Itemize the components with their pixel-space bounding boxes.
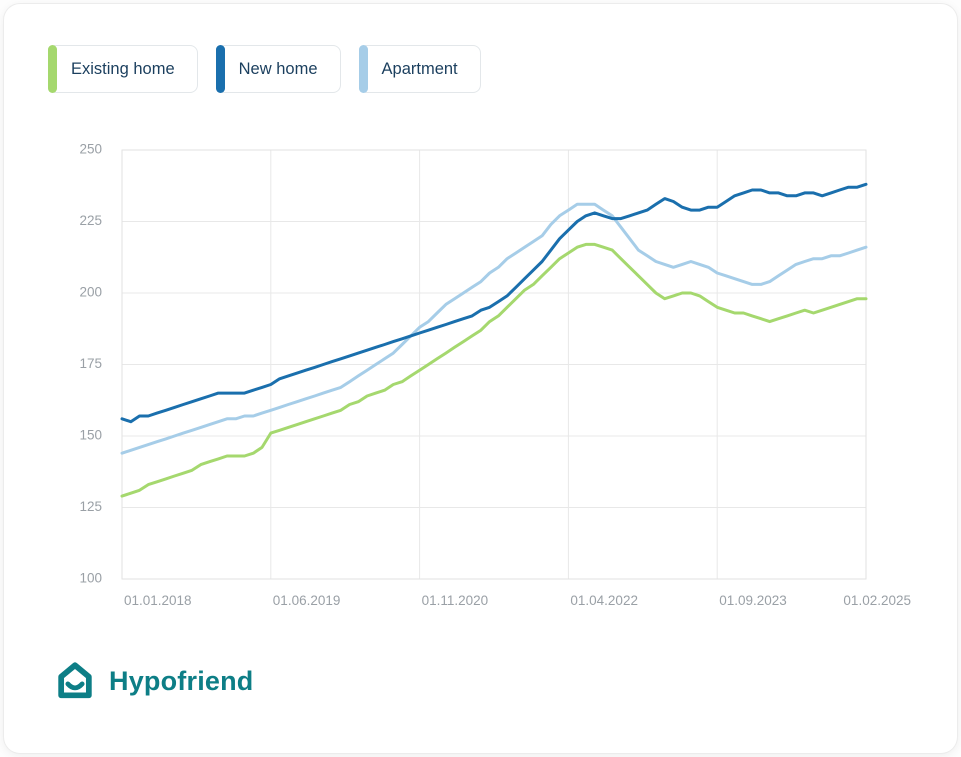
hypofriend-logo-icon[interactable] xyxy=(54,660,96,702)
legend-item-new-home[interactable]: New home xyxy=(215,45,341,93)
brand-name: Hypofriend xyxy=(109,665,254,696)
chart-card: Existing home New home Apartment 100 125 1… xyxy=(4,4,957,753)
brand-footer: Hypofriend xyxy=(54,660,254,702)
y-tick-label: 225 xyxy=(79,213,102,228)
legend-color-existing-home xyxy=(48,45,57,93)
y-tick-label: 250 xyxy=(79,142,102,157)
y-tick-label: 200 xyxy=(79,285,102,300)
price-index-chart: 100 125 150 175 200 225 250 01.01.2018 01.06.201… xyxy=(64,134,914,614)
series-line-new-home xyxy=(120,182,868,424)
legend-color-new-home xyxy=(215,45,225,93)
y-tick-label: 125 xyxy=(79,499,102,514)
series-line-apartment xyxy=(120,202,868,455)
legend-label-new-home: New home xyxy=(238,59,318,78)
legend-label-existing-home: Existing home xyxy=(71,59,175,78)
x-tick-label: 01.06.2019 xyxy=(273,593,341,608)
y-tick-label: 175 xyxy=(79,356,102,371)
legend-color-apartment xyxy=(358,45,368,93)
x-tick-label: 01.02.2025 xyxy=(843,593,911,608)
y-tick-label: 150 xyxy=(79,428,102,443)
x-tick-label: 01.01.2018 xyxy=(124,593,192,608)
x-tick-label: 01.09.2023 xyxy=(719,593,787,608)
price-index-chart-canvas: 100 125 150 175 200 225 250 01.01.2018 01.06.201… xyxy=(79,142,911,608)
legend-item-existing-home[interactable]: Existing home xyxy=(48,45,198,93)
x-tick-label: 01.04.2022 xyxy=(570,593,638,608)
y-tick-label: 100 xyxy=(79,571,102,586)
legend-label-apartment: Apartment xyxy=(381,59,458,78)
x-tick-label: 01.11.2020 xyxy=(422,593,489,608)
series-line-existing-home xyxy=(120,242,868,498)
legend-item-apartment[interactable]: Apartment xyxy=(358,45,481,93)
chart-legend: Existing home New home Apartment xyxy=(48,45,481,93)
